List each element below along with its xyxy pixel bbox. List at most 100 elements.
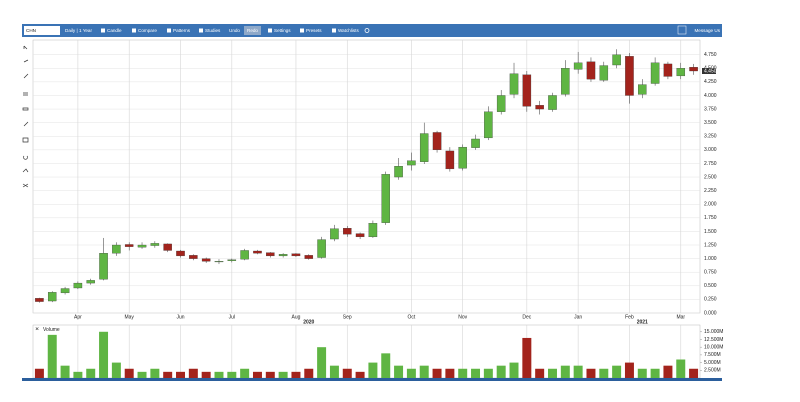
toolbar-item[interactable]: Watchlists xyxy=(338,28,359,33)
y-tick-label: 0.750 xyxy=(704,270,717,276)
candle-body xyxy=(522,74,532,107)
candle-body xyxy=(227,259,237,261)
y-tick-label: 3.250 xyxy=(704,134,717,140)
candle-body xyxy=(343,228,352,235)
symbol-input[interactable] xyxy=(24,26,60,35)
volume-bar xyxy=(99,331,109,378)
y-tick-label: 3.750 xyxy=(704,106,717,112)
candle-body xyxy=(407,160,416,166)
toolbar-item[interactable]: Redo xyxy=(247,28,258,33)
volume-bar xyxy=(86,368,96,378)
candle-body xyxy=(496,95,506,112)
tool-icon[interactable] xyxy=(23,155,28,160)
y-tick-label: 2.000 xyxy=(704,202,717,208)
volume-bar xyxy=(663,365,673,378)
tool-icon[interactable] xyxy=(23,92,28,96)
volume-close[interactable]: ✕ xyxy=(35,326,39,332)
candle-body xyxy=(458,146,467,169)
candle-body xyxy=(625,56,634,96)
x-tick-label: Feb xyxy=(625,314,634,320)
volume-bar xyxy=(419,365,429,378)
volume-tick-label: 15.000M xyxy=(704,329,723,335)
candle-body xyxy=(137,244,147,248)
candle-body xyxy=(561,68,570,95)
volume-bar xyxy=(522,337,532,378)
volume-bar xyxy=(496,365,506,378)
candle-body xyxy=(432,132,442,151)
volume-bar xyxy=(214,371,224,378)
toolbar-item[interactable]: Candle xyxy=(107,28,122,33)
toolbar-item[interactable]: Compare xyxy=(138,28,157,33)
x-tick-label: Oct xyxy=(408,314,416,320)
volume-bar xyxy=(612,365,622,378)
tool-icon[interactable] xyxy=(22,107,29,111)
volume-bar xyxy=(535,368,545,378)
volume-bar xyxy=(637,368,647,378)
toolbar-icon xyxy=(132,28,136,33)
volume-tick-label: 2.500M xyxy=(704,368,721,374)
volume-tick-label: 5.000M xyxy=(704,360,721,366)
volume-bar xyxy=(342,368,352,378)
volume-label: Volume xyxy=(43,327,60,333)
volume-bar xyxy=(560,365,570,378)
volume-bar xyxy=(137,371,147,378)
volume-bar xyxy=(471,368,481,378)
candle-body xyxy=(163,243,172,251)
y-tick-label: 1.750 xyxy=(704,215,717,221)
y-tick-label: 2.500 xyxy=(704,174,717,180)
toolbar-item[interactable]: Presets xyxy=(306,28,322,33)
tool-icon[interactable] xyxy=(23,73,29,79)
tool-icon[interactable] xyxy=(23,59,29,63)
tool-icon[interactable] xyxy=(22,137,29,143)
volume-bar xyxy=(150,368,160,378)
candle-body xyxy=(47,292,57,302)
volume-bar xyxy=(240,368,250,378)
volume-bar xyxy=(73,371,83,378)
volume-tick-label: 7.500M xyxy=(704,352,721,358)
last-price-label: 4.450 xyxy=(704,68,717,74)
tool-icon[interactable] xyxy=(22,168,29,173)
toolbar-icon xyxy=(199,28,203,33)
volume-bar xyxy=(47,334,57,378)
volume-bar xyxy=(676,359,686,378)
candle-body xyxy=(99,253,108,280)
volume-bar xyxy=(329,365,339,378)
toolbar-item[interactable]: Settings xyxy=(274,28,291,33)
candle-body xyxy=(86,280,95,284)
tool-icon[interactable] xyxy=(22,183,29,188)
toolbar-item[interactable]: Daily | 1 Year xyxy=(65,28,92,33)
volume-bar xyxy=(176,371,185,378)
y-tick-label: 3.000 xyxy=(704,147,717,153)
toolbar-item[interactable]: Patterns xyxy=(173,28,191,33)
toolbar-item[interactable]: Undo xyxy=(229,28,240,33)
x-tick-label: Mar xyxy=(676,314,685,320)
volume-bar xyxy=(445,368,455,378)
volume-tick-label: 12.500M xyxy=(704,337,723,343)
volume-bar xyxy=(278,371,288,378)
candle-body xyxy=(278,254,288,257)
volume-bar xyxy=(381,353,391,378)
tool-icon[interactable] xyxy=(23,121,29,127)
y-tick-label: 4.250 xyxy=(704,79,717,85)
toolbar xyxy=(22,24,722,37)
candle-body xyxy=(201,258,211,262)
candle-body xyxy=(548,95,557,110)
toolbar-item[interactable]: Studies xyxy=(205,28,221,33)
candle-body xyxy=(689,67,698,72)
candle-body xyxy=(330,228,339,240)
candle-body xyxy=(124,244,134,247)
range-slider[interactable] xyxy=(22,378,722,381)
volume-bar xyxy=(394,365,404,378)
x-tick-label: Sep xyxy=(343,314,352,320)
candle-body xyxy=(60,288,70,294)
candle-body xyxy=(381,174,390,223)
symbol[interactable]: CHN xyxy=(26,28,36,33)
y-tick-label: 1.500 xyxy=(704,229,717,235)
volume-bar xyxy=(188,368,198,378)
tool-icon[interactable] xyxy=(23,45,28,50)
candle-body xyxy=(612,54,621,66)
message-us[interactable]: Message Us xyxy=(694,28,720,33)
candle-body xyxy=(317,239,326,258)
x-tick-label: May xyxy=(124,314,134,320)
